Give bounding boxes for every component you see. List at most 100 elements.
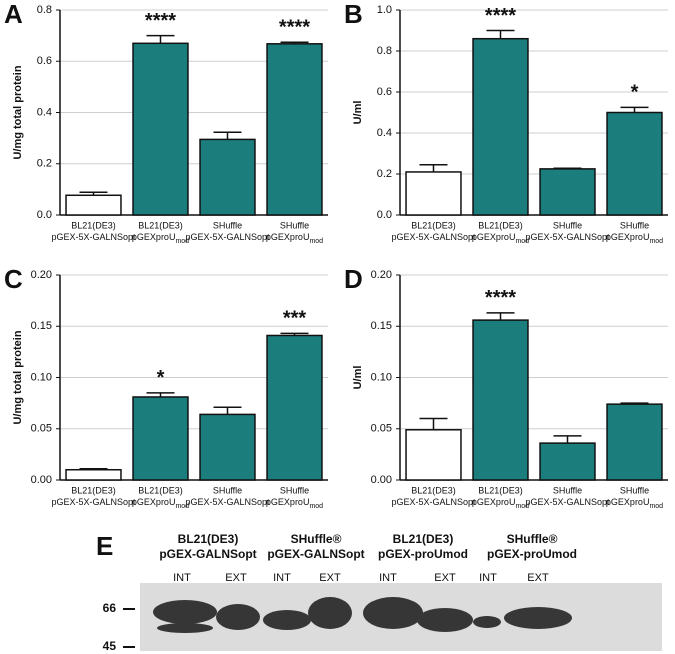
x-tick-label: pGEXproUmod xyxy=(266,497,323,510)
bar xyxy=(199,413,256,481)
x-tick-label-part: pGEXproU xyxy=(132,497,176,507)
y-tick-label: 0.05 xyxy=(371,423,392,435)
bar xyxy=(199,138,256,216)
y-axis-label: U/mg total protein xyxy=(12,65,24,159)
y-tick-label: 0.2 xyxy=(377,168,392,180)
blot-panel xyxy=(123,583,662,651)
significance: **** xyxy=(145,10,176,32)
x-tick-label: pGEX-5X-GALNSopt xyxy=(51,497,136,507)
x-tick-label: SHuffle xyxy=(280,485,309,495)
x-tick-label-sub: mod xyxy=(649,503,663,510)
y-tick-label: 0.00 xyxy=(371,474,392,486)
group-label: SHuffle® xyxy=(507,532,558,546)
error-bar xyxy=(79,191,108,196)
lane-label: EXT xyxy=(434,572,456,584)
bar xyxy=(539,168,596,216)
bar xyxy=(405,429,462,481)
x-tick-label: BL21(DE3) xyxy=(478,485,523,495)
error-bar xyxy=(280,41,309,44)
x-tick-label: SHuffle xyxy=(620,485,649,495)
error-bar xyxy=(620,402,649,405)
y-tick-label: 0.6 xyxy=(377,86,392,98)
x-tick-label: BL21(DE3) xyxy=(138,220,183,230)
x-tick-label: SHuffle xyxy=(553,485,582,495)
error-bar xyxy=(486,312,515,321)
panel-letter: C xyxy=(4,264,23,294)
x-tick-label: pGEX-5X-GALNSopt xyxy=(185,232,270,242)
error-bar xyxy=(419,164,448,172)
y-axis-label: U/mg total protein xyxy=(12,330,24,424)
error-bar xyxy=(486,29,515,39)
x-tick-label-part: pGEXproU xyxy=(606,497,650,507)
x-tick-label-part: pGEX-5X-GALNSopt xyxy=(51,232,136,242)
bar xyxy=(539,442,596,481)
x-tick-label: BL21(DE3) xyxy=(138,485,183,495)
significance: **** xyxy=(279,17,310,39)
x-tick-label: pGEX-5X-GALNSopt xyxy=(391,232,476,242)
bar xyxy=(472,37,529,216)
y-tick-label: 0.20 xyxy=(371,269,392,281)
x-tick-label-part: pGEX-5X-GALNSopt xyxy=(391,232,476,242)
error-bar xyxy=(79,467,108,470)
error-bar xyxy=(146,392,175,397)
lane-label: EXT xyxy=(319,572,341,584)
y-axis-label: U/ml xyxy=(352,101,364,125)
x-tick-label: SHuffle xyxy=(213,485,242,495)
y-tick-label: 0.05 xyxy=(31,423,52,435)
significance: *** xyxy=(283,308,307,330)
panel-letter: D xyxy=(344,264,363,294)
error-bar xyxy=(620,106,649,113)
x-tick-label-sub: mod xyxy=(175,238,189,245)
significance: **** xyxy=(485,287,516,309)
x-tick-label: BL21(DE3) xyxy=(71,220,116,230)
bar xyxy=(472,319,529,481)
group-label: pGEX-proUmod xyxy=(378,547,468,561)
bar xyxy=(606,403,663,481)
x-tick-label-part: pGEX-5X-GALNSopt xyxy=(185,232,270,242)
y-tick-label: 0.15 xyxy=(31,320,52,332)
x-tick-label-sub: mod xyxy=(515,503,529,510)
error-bar xyxy=(553,167,582,170)
group-label: BL21(DE3) xyxy=(393,532,454,546)
lane-label: INT xyxy=(173,572,191,584)
bar xyxy=(266,43,323,216)
error-bar xyxy=(146,34,175,44)
lane-label: INT xyxy=(379,572,397,584)
x-tick-label-part: pGEX-5X-GALNSopt xyxy=(525,232,610,242)
lane-label: INT xyxy=(273,572,291,584)
y-tick-label: 0.10 xyxy=(371,371,392,383)
x-tick-label-sub: mod xyxy=(309,238,323,245)
x-tick-label-part: pGEXproU xyxy=(266,232,310,242)
y-tick-label: 0.4 xyxy=(37,106,52,118)
x-tick-label-part: pGEXproU xyxy=(132,232,176,242)
x-tick-label-part: pGEXproU xyxy=(472,497,516,507)
lane-label: EXT xyxy=(225,572,247,584)
y-tick-label: 1.0 xyxy=(377,4,392,16)
x-tick-label-sub: mod xyxy=(515,238,529,245)
marker-label: 66 xyxy=(103,601,117,615)
x-tick-label: BL21(DE3) xyxy=(411,485,456,495)
x-tick-label-part: pGEXproU xyxy=(472,232,516,242)
group-label: pGEX-proUmod xyxy=(487,547,577,561)
x-tick-label-part: pGEXproU xyxy=(606,232,650,242)
marker-label: 45 xyxy=(103,639,117,653)
x-tick-label: SHuffle xyxy=(213,220,242,230)
bar xyxy=(65,469,122,481)
x-tick-label: pGEXproUmod xyxy=(606,497,663,510)
error-bar xyxy=(419,417,448,430)
panel-letter: E xyxy=(96,531,113,561)
x-tick-label-part: pGEXproU xyxy=(266,497,310,507)
x-tick-label: pGEXproUmod xyxy=(472,497,529,510)
y-tick-label: 0.0 xyxy=(377,209,392,221)
significance: **** xyxy=(485,5,516,27)
error-bar xyxy=(553,435,582,444)
y-tick-label: 0.00 xyxy=(31,474,52,486)
y-tick-label: 0.8 xyxy=(377,45,392,57)
lane-label: INT xyxy=(479,572,497,584)
x-tick-label: pGEXproUmod xyxy=(132,232,189,245)
panel-letter: A xyxy=(4,0,23,29)
y-tick-label: 0.2 xyxy=(37,158,52,170)
x-tick-label: BL21(DE3) xyxy=(71,485,116,495)
bar xyxy=(405,171,462,216)
y-tick-label: 0.4 xyxy=(377,127,392,139)
